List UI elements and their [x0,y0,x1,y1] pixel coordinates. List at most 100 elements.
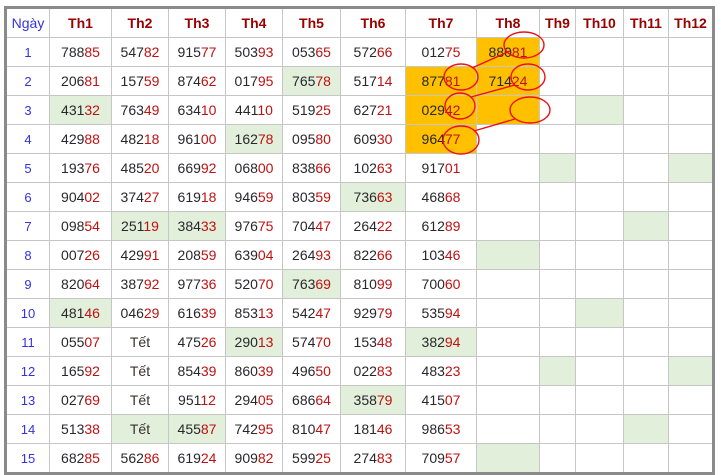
cell-th10-day2 [575,66,624,96]
cell-th2-day13: Tết [111,385,169,415]
cell-th9-day6 [539,182,576,212]
digits-first3: 669 [177,160,201,176]
cell-th9-day4 [539,124,576,154]
cell-th9-day15 [539,443,576,474]
digits-first3: 294 [234,392,258,408]
digits-last2: 77 [200,44,217,60]
cell-th1-day1: 78885 [49,37,112,67]
cell-th11-day10 [623,298,669,328]
cell-th5-day13: 68664 [282,385,341,415]
cell-th11-day4 [623,124,669,154]
table-row-day-7: 7 09854 25119 38433 97675 70447 26422 61289 [5,211,714,241]
digits-first3: 251 [121,218,144,234]
cell-th4-day3: 44110 [225,95,283,125]
digits-last2: 46 [84,305,100,321]
digits-last2: 38 [84,421,100,437]
digits-last2: 88 [84,131,100,147]
digits-last2: 26 [200,334,217,350]
digits-first3: 562 [120,450,144,466]
digits-last2: 99 [376,276,393,292]
cell-th1-day6: 90402 [49,182,112,212]
cell-th8-day12 [476,356,540,386]
cell-th4-day11: 29013 [225,327,283,357]
table-row-day-9: 9 82064 38792 97736 52070 76369 81099 70060 [5,269,714,299]
digits-first3: 838 [292,160,316,176]
digits-first3: 520 [234,276,258,292]
cell-th6-day2: 51714 [340,66,406,96]
day-number: 15 [5,443,50,474]
digits-last2: 13 [257,305,274,321]
cell-th5-day7: 70447 [282,211,341,241]
digits-last2: 24 [200,450,217,466]
digits-first3: 017 [234,73,258,89]
digits-last2: 62 [200,73,217,89]
month-column-header-th9: Th9 [539,7,576,38]
table-row-day-11: 11 05507 Tết 47526 29013 57470 15348 38294 [5,327,714,357]
cell-th2-day2: 15759 [111,66,169,96]
digits-last2: 81 [511,44,528,60]
cell-th6-day9: 81099 [340,269,406,299]
cell-th11-day3 [623,95,669,125]
digits-first3: 485 [120,160,144,176]
cell-th8-day11 [476,327,540,357]
cell-th1-day2: 20681 [49,66,112,96]
cell-th2-day11: Tết [111,327,169,357]
lottery-results-table: Ngày Th1 Th2 Th3 Th4 Th5 Th6 Th7 Th8 Th9… [4,6,715,475]
cell-th11-day11 [623,327,669,357]
cell-th4-day12: 86039 [225,356,283,386]
cell-th2-day15: 56286 [111,443,169,474]
cell-th11-day2 [623,66,669,96]
digits-last2: 77 [444,131,461,147]
digits-last2: 91 [143,247,160,263]
cell-th3-day5: 66992 [168,153,226,183]
cell-th6-day1: 57266 [340,37,406,67]
cell-th10-day14 [575,414,624,444]
digits-first3: 547 [120,44,144,60]
cell-th6-day3: 62721 [340,95,406,125]
digits-first3: 290 [234,334,258,350]
digits-last2: 47 [315,218,331,234]
cell-th7-day15: 70957 [405,443,477,474]
cell-th4-day7: 97675 [225,211,283,241]
digits-first3: 822 [353,247,377,263]
cell-th3-day1: 91577 [168,37,226,67]
cell-th2-day4: 48218 [111,124,169,154]
cell-th2-day7: 25119 [111,211,169,241]
digits-first3: 860 [234,363,258,379]
digits-first3: 599 [292,450,316,466]
digits-last2: 02 [84,189,100,205]
cell-th3-day4: 96100 [168,124,226,154]
digits-last2: 57 [444,450,461,466]
cell-th3-day10: 61639 [168,298,226,328]
digits-last2: 63 [376,160,393,176]
tet-label: Tết [129,392,151,408]
cell-th10-day8 [575,240,624,270]
digits-last2: 49 [143,102,160,118]
digits-first3: 053 [292,44,316,60]
cell-th5-day9: 76369 [282,269,341,299]
cell-th12-day11 [668,327,714,357]
cell-th8-day10 [476,298,540,328]
cell-th1-day7: 09854 [49,211,112,241]
digits-first3: 917 [421,160,445,176]
cell-th9-day13 [539,385,576,415]
day-number: 12 [5,356,50,386]
cell-th5-day8: 26493 [282,240,341,270]
day-number: 5 [5,153,50,183]
cell-th10-day4 [575,124,624,154]
digits-last2: 76 [84,160,100,176]
cell-th11-day5 [623,153,669,183]
cell-th7-day10: 53594 [405,298,477,328]
digits-first3: 468 [421,189,445,205]
cell-th3-day3: 63410 [168,95,226,125]
digits-first3: 915 [177,44,201,60]
cell-th12-day8 [668,240,714,270]
digits-first3: 165 [61,363,85,379]
cell-th8-day8 [476,240,540,270]
cell-th11-day12 [623,356,669,386]
cell-th12-day7 [668,211,714,241]
digits-last2: 87 [200,421,217,437]
cell-th1-day5: 19376 [49,153,112,183]
digits-first3: 977 [177,276,201,292]
digits-last2: 39 [200,363,217,379]
